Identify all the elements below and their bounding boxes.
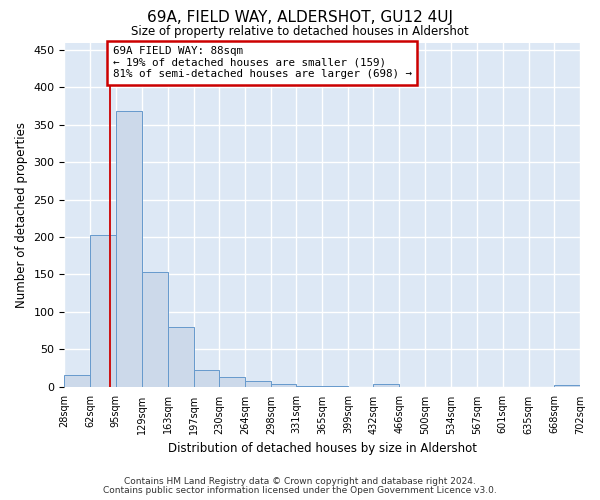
Bar	[373, 384, 400, 386]
Bar	[116, 112, 142, 386]
Bar	[64, 374, 91, 386]
Text: Size of property relative to detached houses in Aldershot: Size of property relative to detached ho…	[131, 25, 469, 38]
Text: 69A FIELD WAY: 88sqm
← 19% of detached houses are smaller (159)
81% of semi-deta: 69A FIELD WAY: 88sqm ← 19% of detached h…	[113, 46, 412, 80]
Bar	[142, 272, 167, 386]
Bar	[245, 380, 271, 386]
Bar	[219, 377, 245, 386]
Bar	[194, 370, 219, 386]
Bar	[91, 235, 116, 386]
Text: Contains public sector information licensed under the Open Government Licence v3: Contains public sector information licen…	[103, 486, 497, 495]
Text: Contains HM Land Registry data © Crown copyright and database right 2024.: Contains HM Land Registry data © Crown c…	[124, 477, 476, 486]
Bar	[554, 385, 580, 386]
Y-axis label: Number of detached properties: Number of detached properties	[15, 122, 28, 308]
Bar	[271, 384, 296, 386]
Bar	[167, 327, 194, 386]
Text: 69A, FIELD WAY, ALDERSHOT, GU12 4UJ: 69A, FIELD WAY, ALDERSHOT, GU12 4UJ	[147, 10, 453, 25]
X-axis label: Distribution of detached houses by size in Aldershot: Distribution of detached houses by size …	[168, 442, 477, 455]
